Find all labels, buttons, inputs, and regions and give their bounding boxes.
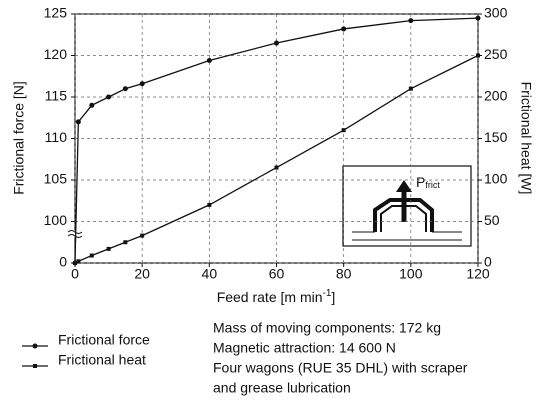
point [89, 253, 94, 258]
point [274, 40, 279, 46]
y-tick-label: 0 [59, 254, 67, 270]
y2-tick-label: 100 [484, 171, 508, 187]
point [89, 102, 95, 108]
point [140, 233, 145, 238]
y-tick-label: 100 [44, 212, 68, 228]
point [75, 119, 81, 125]
legend-marker [32, 343, 38, 349]
point [139, 81, 145, 87]
x-tick-label: 100 [399, 266, 423, 282]
y2-tick-label: 150 [484, 129, 508, 145]
legend-label: Frictional force [58, 332, 150, 348]
y2-axis-label: Frictional heat [W] [518, 82, 534, 195]
x-tick-label: 60 [269, 266, 285, 282]
point [73, 261, 77, 265]
y-tick-label: 120 [44, 46, 68, 62]
y-tick-label: 125 [44, 5, 68, 21]
point [106, 246, 111, 251]
point [207, 202, 212, 207]
point [274, 165, 279, 170]
point [475, 15, 481, 21]
x-tick-label: 80 [336, 266, 352, 282]
point [76, 259, 81, 264]
point [122, 86, 128, 92]
point [341, 128, 346, 133]
point [123, 240, 128, 245]
note: Magnetic attraction: 14 600 N [213, 340, 396, 356]
point [206, 57, 212, 63]
point [408, 86, 413, 91]
y-tick-label: 105 [44, 171, 68, 187]
y2-tick-label: 250 [484, 46, 508, 62]
x-axis-label: Feed rate [m min-1] [217, 288, 336, 305]
point [106, 94, 112, 100]
note: Four wagons (RUE 35 DHL) with scraper [213, 360, 468, 376]
note: and grease lubrication [213, 380, 351, 396]
point [476, 53, 480, 58]
y2-tick-label: 0 [484, 254, 492, 270]
point [341, 26, 347, 32]
note: Mass of moving components: 172 kg [213, 320, 441, 336]
y-axis-label: Frictional force [N] [11, 81, 27, 195]
point [408, 18, 414, 24]
inset: Pfrict [342, 165, 472, 247]
notes: Mass of moving components: 172 kg Magnet… [213, 320, 468, 396]
x-tick-label: 20 [134, 266, 150, 282]
y-tick-label: 110 [45, 129, 68, 145]
x-tick-label: 120 [466, 266, 490, 282]
legend-label: Frictional heat [58, 352, 146, 368]
y2-tick-label: 200 [484, 88, 508, 104]
x-tick-label: 40 [202, 266, 218, 282]
inset-label: Pfrict [416, 174, 440, 191]
y2-tick-label: 300 [484, 5, 508, 21]
y2-tick-label: 50 [484, 212, 500, 228]
legend-marker [33, 364, 37, 368]
y-tick-label: 115 [45, 88, 68, 104]
x-tick-label: 0 [71, 266, 79, 282]
